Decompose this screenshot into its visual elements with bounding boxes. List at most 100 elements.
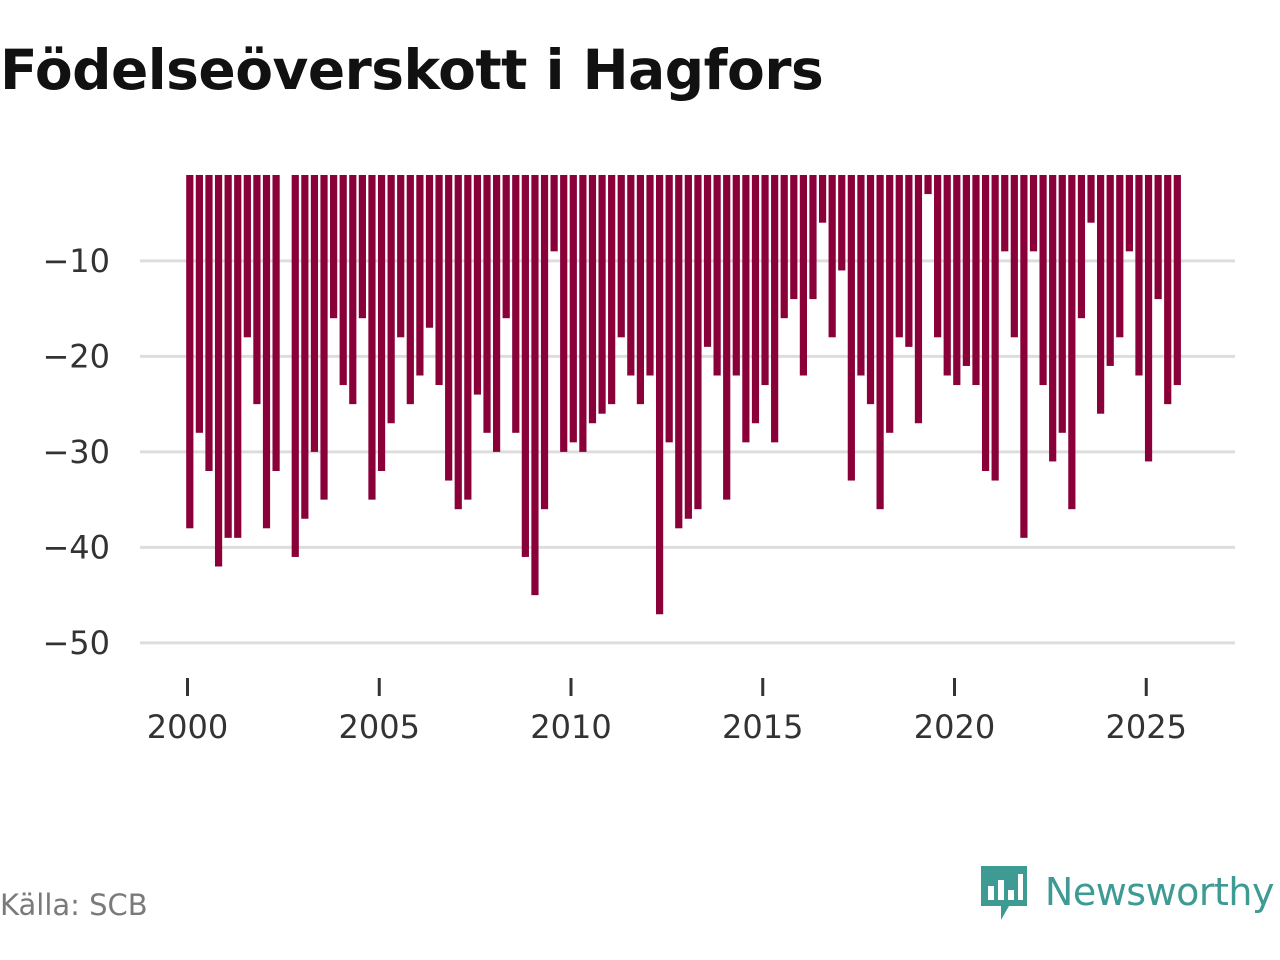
bar xyxy=(1001,175,1009,252)
x-tick-label: 2010 xyxy=(530,708,611,746)
bar xyxy=(905,175,913,347)
bar xyxy=(473,175,482,395)
bar xyxy=(569,175,577,443)
bar xyxy=(349,175,357,405)
bar xyxy=(771,175,779,443)
bar xyxy=(713,175,721,376)
bar xyxy=(1097,175,1105,414)
bar xyxy=(742,175,750,443)
bar xyxy=(512,175,520,433)
bar xyxy=(655,175,664,615)
bar xyxy=(608,175,616,405)
bar xyxy=(1173,175,1181,386)
bar xyxy=(272,175,280,471)
bar xyxy=(358,175,366,319)
bar xyxy=(981,175,990,471)
bar xyxy=(838,175,846,271)
bar xyxy=(454,175,462,510)
bar xyxy=(330,175,338,319)
bar xyxy=(377,175,386,471)
brand-name: Newsworthy xyxy=(1044,870,1275,914)
bar xyxy=(751,175,760,424)
bar xyxy=(540,175,549,510)
source-note: Källa: SCB xyxy=(0,888,148,922)
bar xyxy=(953,175,961,386)
bar xyxy=(387,175,395,424)
bar xyxy=(790,175,798,300)
bar xyxy=(579,175,587,452)
bar xyxy=(301,175,309,519)
bar xyxy=(617,175,625,338)
bar xyxy=(934,175,942,338)
y-tick-label: −50 xyxy=(42,624,110,662)
bar xyxy=(924,175,932,195)
bar xyxy=(234,175,242,538)
bar xyxy=(560,175,568,452)
bar xyxy=(435,175,443,386)
bar xyxy=(214,175,223,567)
bar xyxy=(895,175,903,338)
bar xyxy=(224,175,232,538)
bar xyxy=(694,175,702,510)
bar xyxy=(243,175,251,338)
bar xyxy=(425,175,434,328)
bar xyxy=(732,175,740,376)
bar xyxy=(493,175,501,452)
bar xyxy=(627,175,635,376)
bar xyxy=(397,175,405,338)
y-tick-label: −30 xyxy=(42,433,110,471)
bar xyxy=(723,175,731,500)
bar xyxy=(1020,175,1028,538)
y-axis: −10 −20 −30 −40 −50 xyxy=(42,242,110,662)
bar xyxy=(914,175,923,424)
bar xyxy=(847,175,855,481)
bar xyxy=(684,175,692,519)
bar xyxy=(761,175,769,386)
bar xyxy=(521,175,529,557)
bar xyxy=(866,175,875,405)
bar xyxy=(588,175,597,424)
y-tick-label: −20 xyxy=(42,337,110,375)
bar xyxy=(962,175,970,366)
bar xyxy=(186,175,194,529)
bar xyxy=(675,175,683,529)
bar xyxy=(205,175,213,471)
x-tick-label: 2025 xyxy=(1106,708,1187,746)
bar xyxy=(991,175,999,481)
x-axis: 2000 2005 2010 2015 2020 2025 xyxy=(147,678,1187,746)
bar xyxy=(464,175,472,500)
bar xyxy=(1154,175,1162,300)
bar xyxy=(1010,175,1018,338)
bar xyxy=(1087,175,1095,223)
bar xyxy=(406,175,414,405)
bar xyxy=(253,175,261,405)
bar xyxy=(799,175,807,376)
bar xyxy=(1125,175,1133,252)
bar xyxy=(1135,175,1143,376)
y-tick-label: −10 xyxy=(42,242,110,280)
bar xyxy=(1164,175,1172,405)
bar xyxy=(857,175,865,376)
x-tick-label: 2000 xyxy=(147,708,228,746)
x-tick-label: 2015 xyxy=(722,708,803,746)
bar xyxy=(1039,175,1047,386)
bar xyxy=(1077,175,1086,319)
bars xyxy=(186,175,1181,615)
bar xyxy=(320,175,328,500)
bar xyxy=(531,175,539,596)
chart-area: −10 −20 −30 −40 −50 2000 2005 2010 2015 2020 2025 xyxy=(42,175,1235,746)
bar xyxy=(780,175,788,319)
bar xyxy=(972,175,980,386)
bar xyxy=(1144,175,1153,462)
y-tick-label: −40 xyxy=(42,528,110,566)
bar xyxy=(483,175,491,433)
bar xyxy=(886,175,894,433)
bar xyxy=(1068,175,1076,510)
bar xyxy=(943,175,951,376)
chart-title: Födelseöverskott i Hagfors xyxy=(0,38,824,102)
bar xyxy=(665,175,673,443)
bar xyxy=(1116,175,1124,338)
bar xyxy=(445,175,453,481)
bar xyxy=(1058,175,1066,433)
bar xyxy=(818,175,827,223)
